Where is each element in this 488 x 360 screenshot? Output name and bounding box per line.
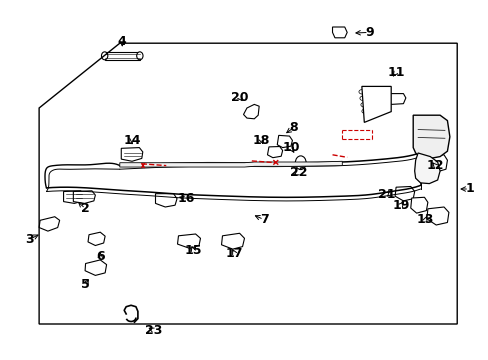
Polygon shape (120, 161, 342, 167)
Ellipse shape (137, 52, 142, 60)
Text: 19: 19 (391, 199, 409, 212)
Text: 17: 17 (225, 247, 243, 260)
Polygon shape (414, 153, 439, 184)
Text: 16: 16 (177, 192, 194, 205)
Text: 11: 11 (386, 66, 404, 78)
Text: 20: 20 (230, 91, 248, 104)
Bar (425, 129, 437, 137)
Text: 7: 7 (259, 213, 268, 226)
Text: 23: 23 (145, 324, 163, 337)
Text: 2: 2 (81, 202, 90, 215)
Bar (104, 52, 140, 60)
Ellipse shape (102, 52, 107, 60)
Text: 15: 15 (184, 244, 202, 257)
Polygon shape (410, 197, 427, 213)
Polygon shape (177, 234, 200, 248)
Polygon shape (39, 217, 60, 231)
Polygon shape (428, 155, 447, 172)
Text: 10: 10 (282, 141, 299, 154)
Polygon shape (332, 27, 346, 38)
Text: 1: 1 (464, 183, 473, 195)
Polygon shape (63, 191, 84, 203)
Text: 14: 14 (123, 134, 141, 147)
Polygon shape (387, 94, 405, 104)
Text: 22: 22 (289, 166, 306, 179)
Polygon shape (73, 191, 95, 203)
Polygon shape (426, 207, 448, 225)
Text: 5: 5 (81, 278, 90, 291)
Ellipse shape (295, 156, 305, 170)
Polygon shape (155, 194, 177, 207)
Text: 3: 3 (25, 233, 34, 246)
Polygon shape (243, 104, 259, 119)
Text: 18: 18 (252, 134, 270, 147)
Polygon shape (394, 186, 414, 201)
Text: 4: 4 (118, 35, 126, 48)
Polygon shape (361, 86, 390, 122)
Polygon shape (277, 135, 292, 148)
Text: 8: 8 (288, 121, 297, 134)
Text: 12: 12 (426, 159, 443, 172)
Polygon shape (88, 232, 105, 246)
Text: 21: 21 (377, 188, 394, 201)
Polygon shape (267, 147, 282, 158)
Polygon shape (121, 148, 142, 161)
Text: 13: 13 (416, 213, 433, 226)
Text: 9: 9 (364, 26, 373, 39)
Polygon shape (221, 233, 244, 249)
Polygon shape (412, 115, 449, 158)
Text: 6: 6 (96, 250, 104, 263)
Polygon shape (85, 260, 106, 275)
